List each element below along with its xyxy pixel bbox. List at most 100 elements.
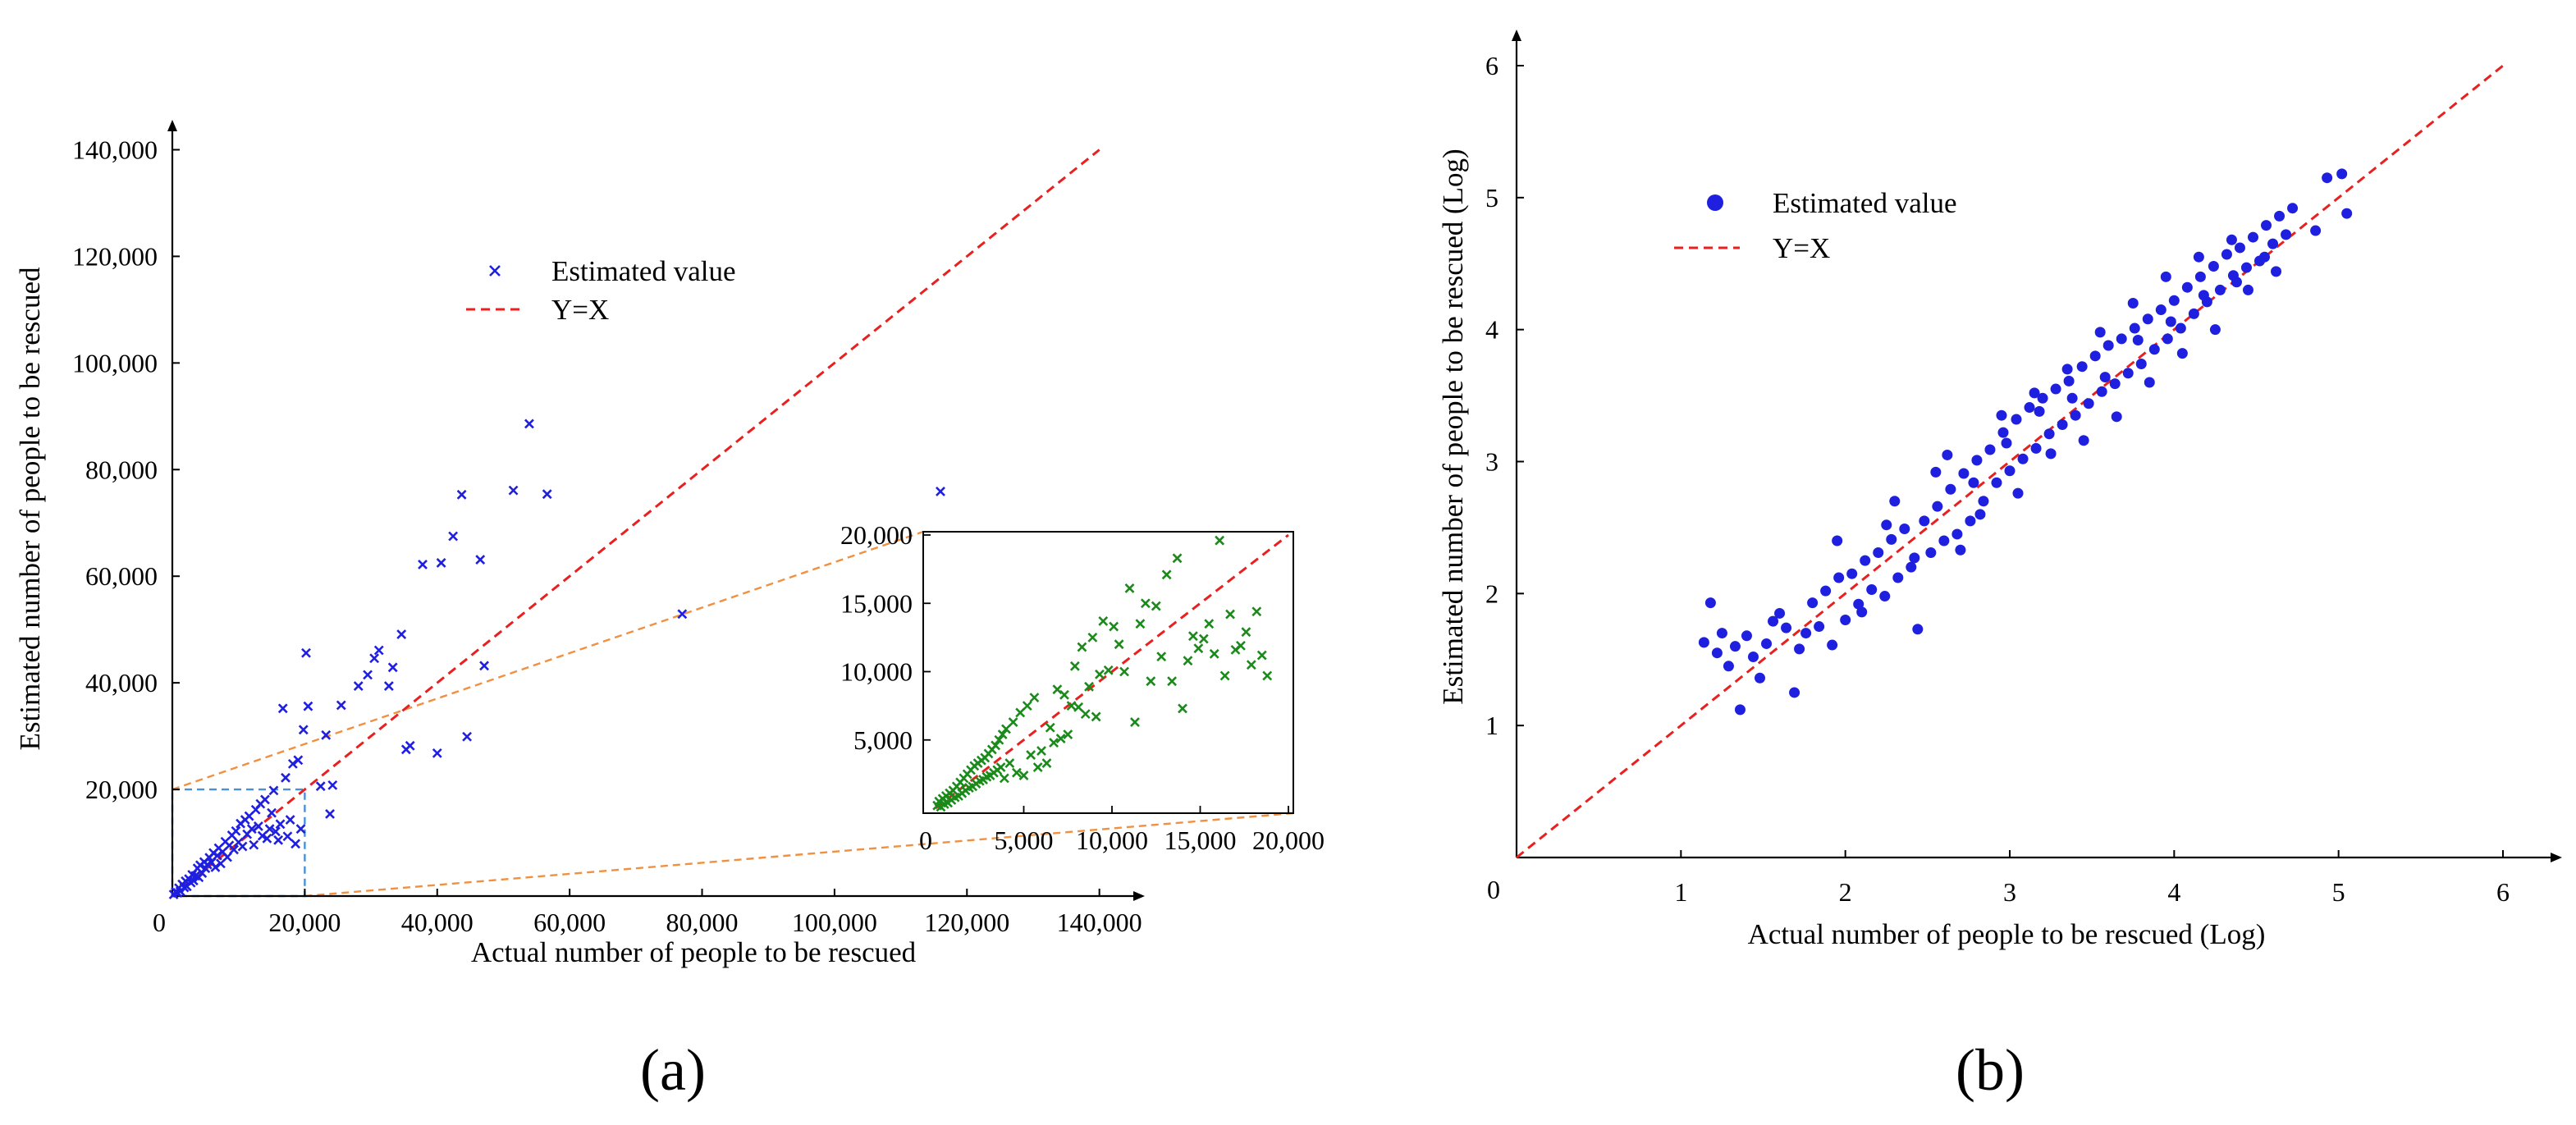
inset-data-point-stroke — [994, 734, 1004, 745]
data-point — [396, 629, 407, 639]
x-tick-label: 20,000 — [268, 908, 341, 937]
data-point — [1698, 637, 1709, 648]
inset-data-point-stroke — [1103, 665, 1114, 675]
data-point-stroke — [301, 647, 311, 658]
data-point-stroke — [264, 824, 275, 835]
data-point — [257, 830, 268, 841]
data-point — [281, 772, 291, 783]
data-point — [1951, 528, 1963, 540]
inset-data-point — [1198, 633, 1209, 644]
data-point — [1716, 628, 1727, 639]
inset-data-point-stroke — [1045, 722, 1055, 733]
data-point-stroke — [222, 852, 232, 862]
data-point — [287, 758, 298, 769]
inset-data-point-stroke — [1151, 601, 1161, 611]
data-point — [1789, 687, 1800, 698]
data-point — [2188, 308, 2199, 319]
data-point — [1968, 477, 1979, 488]
data-point — [222, 852, 232, 862]
data-point — [1965, 515, 1976, 527]
x-tick-label: 3 — [2003, 877, 2016, 907]
inset-data-point-stroke — [1130, 717, 1140, 728]
data-point — [2281, 229, 2292, 240]
inset-data-point — [1109, 621, 1119, 632]
data-point — [2271, 266, 2282, 277]
inset-data-point — [1091, 711, 1101, 722]
inset-reference-line-yx — [935, 533, 1289, 810]
data-point — [2011, 414, 2022, 425]
data-point — [237, 841, 248, 852]
data-point — [2181, 281, 2193, 293]
y-tick-label: 40,000 — [85, 668, 158, 697]
data-point — [1974, 509, 1986, 520]
data-point — [2030, 442, 2042, 454]
data-point — [267, 807, 277, 818]
data-point — [475, 555, 486, 565]
inset-x-tick-label: 20,000 — [1252, 825, 1325, 855]
inset-data-point — [1183, 656, 1193, 666]
data-point-stroke — [224, 840, 235, 851]
data-point — [1991, 477, 2002, 488]
x-tick-label: 120,000 — [924, 908, 1009, 937]
x-tick-label: 4 — [2167, 877, 2180, 907]
inset-data-point-stroke — [1146, 676, 1156, 687]
x-tick-label: 2 — [1839, 877, 1852, 907]
data-point — [2004, 465, 2016, 477]
y-tick-label: 60,000 — [85, 561, 158, 591]
data-point — [1774, 607, 1786, 619]
data-point — [1832, 535, 1843, 546]
data-point-stroke — [315, 781, 326, 792]
data-point-stroke — [287, 758, 298, 769]
inset-x-tick-label: 15,000 — [1164, 825, 1237, 855]
inset-data-point — [1103, 665, 1114, 675]
data-point — [383, 681, 394, 691]
data-point — [400, 744, 411, 755]
data-point — [336, 700, 346, 711]
data-point — [282, 831, 293, 842]
data-point-stroke — [260, 794, 270, 805]
data-point-stroke — [268, 785, 279, 796]
inset-data-point-stroke — [1095, 669, 1105, 679]
data-point — [1747, 652, 1759, 663]
data-point — [2261, 220, 2272, 231]
inset-y-tick-label: 15,000 — [840, 588, 913, 618]
data-point — [260, 794, 270, 805]
data-point-stroke — [285, 815, 295, 825]
inset-data-point-stroke — [1225, 609, 1235, 620]
data-point — [277, 703, 288, 714]
inset-data-point-stroke — [1055, 734, 1066, 744]
inset-data-point — [1151, 601, 1161, 611]
chart-b-x-axis-label: Actual number of people to be rescued (L… — [1748, 918, 2266, 950]
data-point — [353, 681, 364, 691]
data-point — [2127, 298, 2139, 309]
data-point-stroke — [353, 681, 364, 691]
data-point — [1996, 409, 2007, 421]
y-tick-label: 4 — [1485, 315, 1498, 345]
inset-data-point-stroke — [1209, 648, 1219, 659]
data-point — [2267, 238, 2279, 249]
inset-data-point — [995, 762, 1006, 772]
inset-data-point — [1018, 771, 1029, 780]
data-point — [1886, 533, 1897, 545]
data-point — [1754, 672, 1765, 684]
inset-data-point — [1167, 676, 1178, 687]
data-point — [418, 559, 428, 569]
data-point-stroke — [363, 670, 373, 680]
inset-data-point-stroke — [1052, 684, 1063, 695]
data-point-stroke — [262, 833, 272, 844]
inset-data-point — [1146, 676, 1156, 687]
y-axis-arrow-icon — [1512, 30, 1521, 41]
x-tick-label: 5 — [2332, 877, 2345, 907]
inset-data-point-stroke — [1015, 707, 1026, 718]
inset-data-point — [1204, 619, 1215, 629]
data-point — [229, 844, 239, 855]
data-point — [295, 824, 306, 835]
data-point — [462, 731, 472, 742]
data-point — [1945, 483, 1956, 495]
data-point — [448, 531, 459, 542]
data-point — [249, 839, 259, 850]
data-point-stroke — [479, 661, 489, 671]
data-point-stroke — [281, 772, 291, 783]
data-point — [2322, 172, 2333, 184]
data-point-stroke — [418, 559, 428, 569]
